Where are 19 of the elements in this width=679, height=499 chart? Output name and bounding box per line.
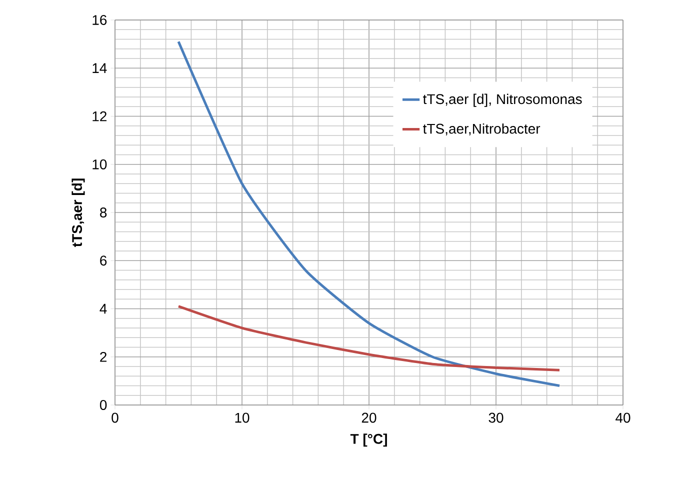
y-tick-label: 6 [100, 256, 107, 266]
legend-label: tTS,aer,Nitrobacter [423, 123, 540, 136]
line-series [177, 305, 561, 372]
y-tick-label: 2 [100, 352, 107, 362]
y-axis-title: tTS,aer [d] [72, 178, 85, 247]
y-tick-label: 14 [92, 63, 107, 73]
y-tick-label: 12 [92, 111, 106, 122]
x-axis-title: T [°C] [350, 434, 387, 447]
x-tick-label: 0 [112, 412, 118, 423]
x-tick-label: 20 [362, 412, 376, 423]
y-tick-label: 16 [92, 15, 107, 25]
x-tick-label: 40 [616, 412, 630, 423]
y-tick-label: 4 [100, 304, 107, 314]
legend-label: tTS,aer [d], Nitrosomonas [423, 94, 582, 107]
x-tick-label: 10 [235, 412, 250, 423]
y-tick-label: 0 [100, 400, 107, 410]
x-tick-label: 30 [488, 412, 504, 423]
y-tick-label: 8 [100, 208, 107, 218]
y-tick-label: 10 [92, 159, 107, 170]
